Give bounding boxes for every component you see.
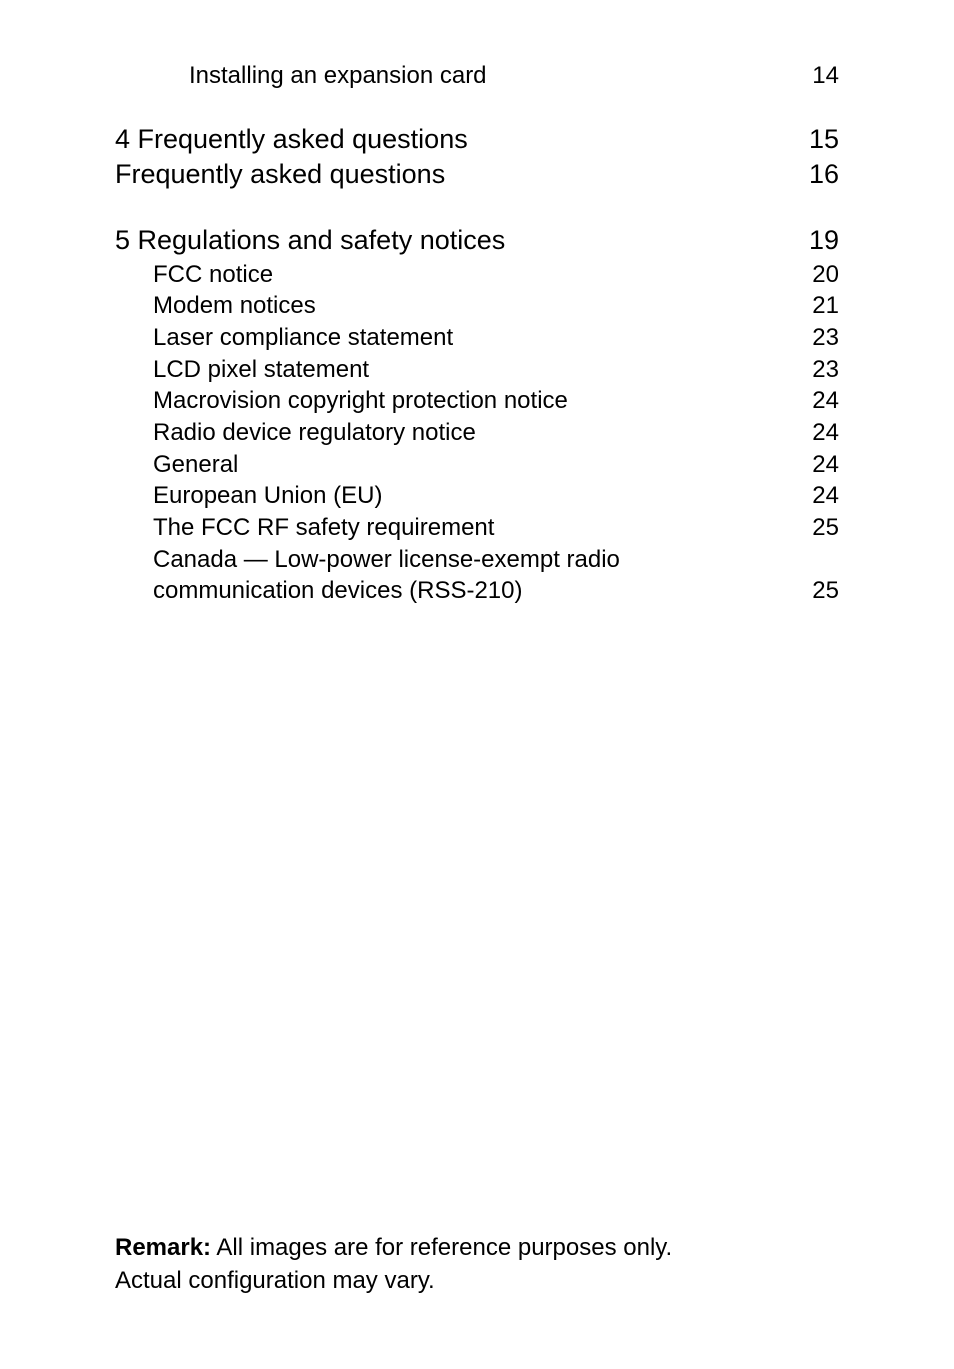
toc-page: 24 — [800, 451, 839, 479]
toc-label: 4 Frequently asked questions — [115, 122, 468, 158]
toc-page: 24 — [800, 482, 839, 510]
toc-page: 14 — [800, 62, 839, 90]
toc-page: 19 — [797, 225, 839, 256]
toc-row: Radio device regulatory notice 24 — [115, 417, 839, 449]
toc-row: European Union (EU) 24 — [115, 480, 839, 512]
toc-label: Canada — Low-power license-exempt radio — [153, 544, 620, 576]
toc-label: General — [153, 449, 238, 481]
footer-remark: Remark: All images are for reference pur… — [115, 1232, 672, 1297]
toc-label: LCD pixel statement — [153, 354, 369, 386]
toc-row: Laser compliance statement 23 — [115, 322, 839, 354]
toc-label: Modem notices — [153, 290, 316, 322]
toc-label: communication devices (RSS-210) — [153, 575, 522, 607]
toc-label: Frequently asked questions — [115, 157, 445, 193]
toc-row: Macrovision copyright protection notice … — [115, 385, 839, 417]
toc-page: 21 — [800, 292, 839, 320]
toc-label: FCC notice — [153, 259, 273, 291]
footer-line2: Actual configuration may vary. — [115, 1267, 435, 1294]
toc-page: 25 — [800, 514, 839, 542]
toc-page: 23 — [800, 356, 839, 384]
toc-page: 20 — [800, 261, 839, 289]
toc-page: 24 — [800, 387, 839, 415]
toc-label: European Union (EU) — [153, 480, 382, 512]
toc-label: The FCC RF safety requirement — [153, 512, 494, 544]
toc-page: 16 — [797, 159, 839, 190]
section-gap — [115, 193, 839, 223]
toc-row: LCD pixel statement 23 — [115, 354, 839, 386]
toc-row: Frequently asked questions 16 — [115, 157, 839, 193]
page: Installing an expansion card 14 4 Freque… — [0, 0, 954, 1369]
footer-line1-rest: All images are for reference purposes on… — [211, 1234, 672, 1261]
toc-label: Installing an expansion card — [189, 60, 487, 92]
toc-row: Installing an expansion card 14 — [115, 60, 839, 92]
toc-row: The FCC RF safety requirement 25 — [115, 512, 839, 544]
toc-label: Radio device regulatory notice — [153, 417, 476, 449]
toc-row: 4 Frequently asked questions 15 — [115, 122, 839, 158]
toc-page: 25 — [800, 577, 839, 605]
toc-row: Canada — Low-power license-exempt radio — [115, 544, 839, 576]
toc-label: Macrovision copyright protection notice — [153, 385, 568, 417]
section-gap — [115, 92, 839, 122]
toc-label: 5 Regulations and safety notices — [115, 223, 505, 259]
toc-row: General 24 — [115, 449, 839, 481]
toc-row: communication devices (RSS-210) 25 — [115, 575, 839, 607]
toc-page: 24 — [800, 419, 839, 447]
toc-label: Laser compliance statement — [153, 322, 453, 354]
toc-page: 15 — [797, 124, 839, 155]
toc-row: FCC notice 20 — [115, 259, 839, 291]
toc-row: Modem notices 21 — [115, 290, 839, 322]
footer-bold-label: Remark: — [115, 1234, 211, 1261]
toc-page: 23 — [800, 324, 839, 352]
toc-row: 5 Regulations and safety notices 19 — [115, 223, 839, 259]
